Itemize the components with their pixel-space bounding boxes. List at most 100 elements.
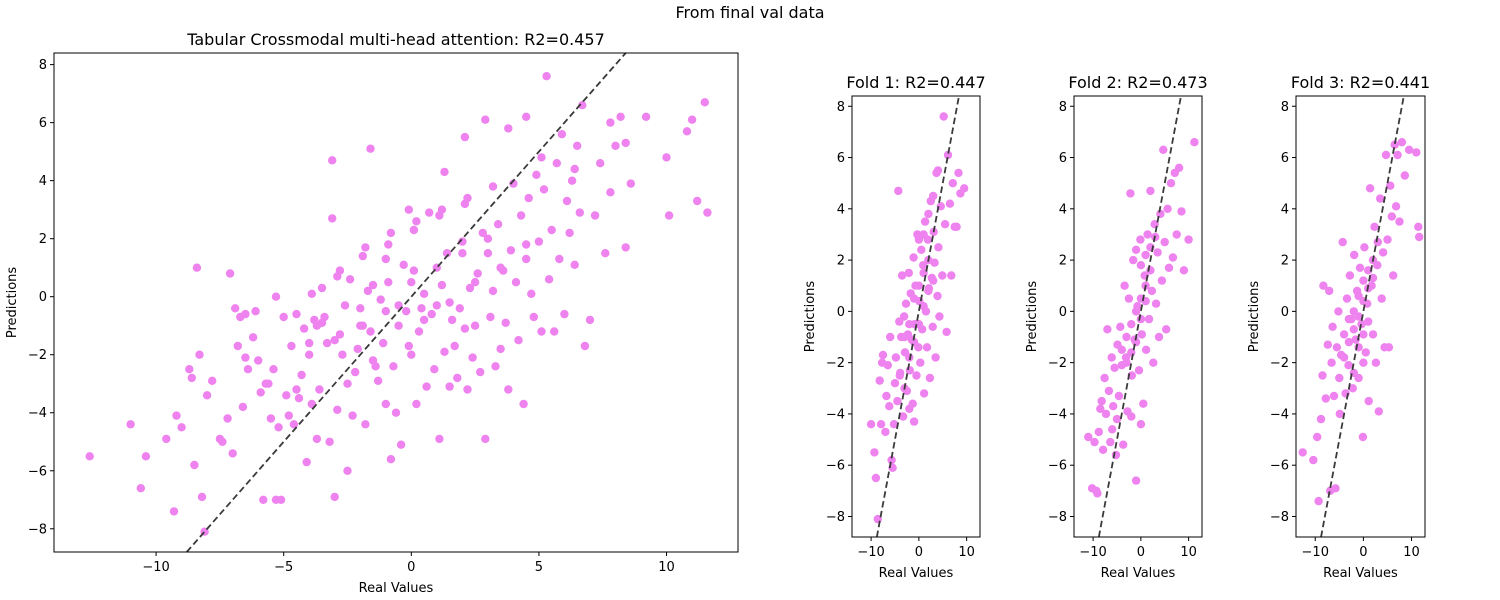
fold-2-point bbox=[1098, 445, 1108, 454]
fold-3-point bbox=[1338, 237, 1347, 247]
main-point bbox=[460, 132, 470, 142]
main-point bbox=[458, 249, 467, 258]
main-point bbox=[386, 455, 396, 464]
fold-1-point bbox=[952, 222, 961, 231]
fold-3-point bbox=[1360, 243, 1369, 252]
fold-2-point bbox=[1120, 281, 1129, 290]
fold-1-x-tick-label: 0 bbox=[915, 545, 923, 560]
fold-3-point bbox=[1309, 455, 1318, 465]
main-point bbox=[440, 347, 449, 356]
fold-3-y-tick-label: 6 bbox=[1281, 151, 1289, 166]
main-y-tick-label: −4 bbox=[28, 406, 47, 421]
fold-2-point bbox=[1146, 186, 1155, 196]
fold-3-point bbox=[1325, 286, 1334, 296]
fold-2-point bbox=[1179, 266, 1189, 275]
fold-3-y-tick-label: 4 bbox=[1281, 202, 1289, 217]
fold-1-y-tick-label: −6 bbox=[826, 459, 845, 474]
main-point bbox=[414, 327, 424, 336]
fold-2-point bbox=[1141, 250, 1150, 260]
main-point bbox=[376, 295, 385, 304]
main-point bbox=[276, 495, 286, 504]
fold-3-point bbox=[1328, 322, 1337, 331]
main-point bbox=[580, 341, 590, 351]
main-point bbox=[248, 333, 258, 342]
fold-1-x-axis-label: Real Values bbox=[879, 566, 954, 581]
fold-2-point bbox=[1107, 353, 1116, 362]
fold-1-point bbox=[885, 402, 894, 411]
fold-1-point bbox=[898, 412, 908, 421]
fold-1-point bbox=[931, 353, 940, 362]
main-point bbox=[522, 240, 531, 249]
fold-2-y-tick-label: 2 bbox=[1059, 254, 1067, 269]
fold-3-point bbox=[1389, 271, 1398, 280]
fold-2-x-tick-label: 10 bbox=[1180, 545, 1197, 560]
main-point bbox=[460, 199, 470, 209]
main-point bbox=[361, 420, 370, 429]
main-point bbox=[264, 379, 273, 388]
main-point bbox=[537, 327, 546, 336]
main-point bbox=[141, 452, 151, 461]
fold-1-y-tick-label: 2 bbox=[837, 254, 845, 269]
main-point bbox=[361, 243, 370, 252]
fold-3-point bbox=[1358, 432, 1368, 442]
main-point bbox=[297, 370, 306, 380]
fold-2-point bbox=[1134, 366, 1144, 375]
main-point bbox=[422, 382, 431, 391]
fold-3-point bbox=[1359, 330, 1368, 339]
fold-1-y-tick-label: −4 bbox=[826, 407, 845, 422]
fold-1-point bbox=[943, 150, 953, 160]
fold-2-point bbox=[1129, 255, 1138, 265]
fold-2-point bbox=[1109, 402, 1118, 411]
main-point bbox=[700, 98, 709, 107]
main-point bbox=[486, 312, 495, 322]
main-point bbox=[491, 362, 500, 371]
fold-3-y-tick-label: −4 bbox=[1270, 407, 1289, 422]
main-y-axis-label: Predictions bbox=[5, 267, 20, 339]
fold-2-plot-frame bbox=[1073, 95, 1203, 538]
fold-1-point bbox=[919, 389, 929, 398]
fold-2-point bbox=[1168, 253, 1178, 262]
fold-3-point bbox=[1387, 212, 1397, 221]
fold-3-point bbox=[1415, 232, 1424, 242]
fold-2-point bbox=[1154, 332, 1164, 342]
main-point bbox=[516, 211, 526, 220]
fold-3-point bbox=[1368, 330, 1378, 339]
main-point bbox=[274, 423, 283, 432]
main-x-tick-label: 0 bbox=[407, 560, 415, 575]
main-point bbox=[522, 254, 531, 264]
fold-1-point bbox=[942, 327, 951, 337]
fold-3-point bbox=[1335, 409, 1345, 419]
fold-1-point bbox=[935, 312, 944, 321]
fold-1-point bbox=[905, 320, 914, 329]
main-point bbox=[427, 309, 436, 319]
fold-1-point bbox=[924, 286, 933, 296]
main-point bbox=[399, 260, 408, 269]
main-x-tick-label: 10 bbox=[658, 560, 675, 575]
fold-3-y-axis-label: Predictions bbox=[1247, 281, 1262, 353]
fold-2-point bbox=[1157, 276, 1167, 285]
fold-2-point bbox=[1127, 412, 1136, 421]
fold-1-point bbox=[900, 332, 909, 342]
main-point bbox=[136, 484, 145, 493]
fold-1-point bbox=[883, 361, 892, 370]
fold-2-point bbox=[1117, 345, 1127, 354]
fold-3-point bbox=[1349, 307, 1359, 316]
fold-2-point bbox=[1112, 414, 1122, 424]
main-point bbox=[343, 379, 352, 388]
fold-3-point bbox=[1354, 343, 1363, 352]
main-point bbox=[192, 263, 202, 272]
fold-3-point bbox=[1373, 237, 1383, 247]
main-x-tick-label: 5 bbox=[535, 560, 543, 575]
fold-3-x-tick-label: −10 bbox=[1302, 545, 1329, 560]
main-x-axis-label: Real Values bbox=[359, 581, 434, 596]
main-point bbox=[279, 312, 288, 322]
main-point bbox=[468, 353, 477, 362]
main-point bbox=[85, 452, 94, 461]
fold-2-point bbox=[1147, 286, 1157, 296]
fold-1-point bbox=[905, 404, 914, 413]
fold-2-point bbox=[1096, 404, 1105, 413]
fold-3-point bbox=[1370, 222, 1379, 231]
main-point bbox=[363, 286, 373, 296]
main-point bbox=[539, 185, 549, 194]
fold-3-point bbox=[1344, 361, 1353, 370]
